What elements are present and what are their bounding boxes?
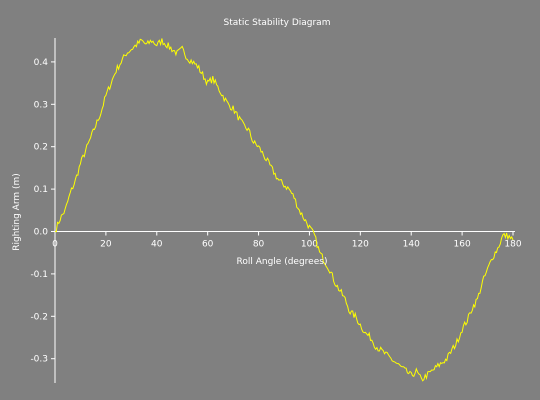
x-axis: 0 20 40 60 80 100 120 140 160 180 [52, 231, 522, 250]
y-tick-label: 0.3 [34, 100, 48, 110]
y-tick-label: 0.1 [34, 185, 48, 195]
chart-title: Static Stability Diagram [224, 18, 331, 28]
y-tick-label: -0.2 [30, 312, 48, 322]
y-axis-title: Righting Arm (m) [12, 173, 22, 251]
y-axis: -0.3 -0.2 -0.1 0.0 0.1 0.2 0.3 0.4 [30, 38, 56, 383]
y-tick-label: 0.4 [34, 58, 49, 68]
x-tick-label: 100 [301, 240, 318, 250]
y-tick-label: -0.1 [30, 270, 48, 280]
x-tick-label: 40 [151, 240, 163, 250]
x-tick-label: 180 [504, 240, 521, 250]
x-tick-label: 140 [403, 240, 420, 250]
x-axis-title: Roll Angle (degrees) [237, 257, 328, 267]
x-tick-label: 80 [253, 240, 265, 250]
y-tick-label: 0.2 [34, 143, 48, 153]
plot-area [54, 38, 514, 382]
series-line [54, 38, 514, 382]
x-tick-label: 160 [454, 240, 471, 250]
y-tick-label: -0.3 [30, 355, 48, 365]
x-tick-label: 60 [202, 240, 214, 250]
x-tick-label: 120 [352, 240, 369, 250]
y-tick-label: 0.0 [34, 228, 49, 238]
x-tick-label: 20 [100, 240, 112, 250]
x-tick-label: 0 [52, 240, 58, 250]
